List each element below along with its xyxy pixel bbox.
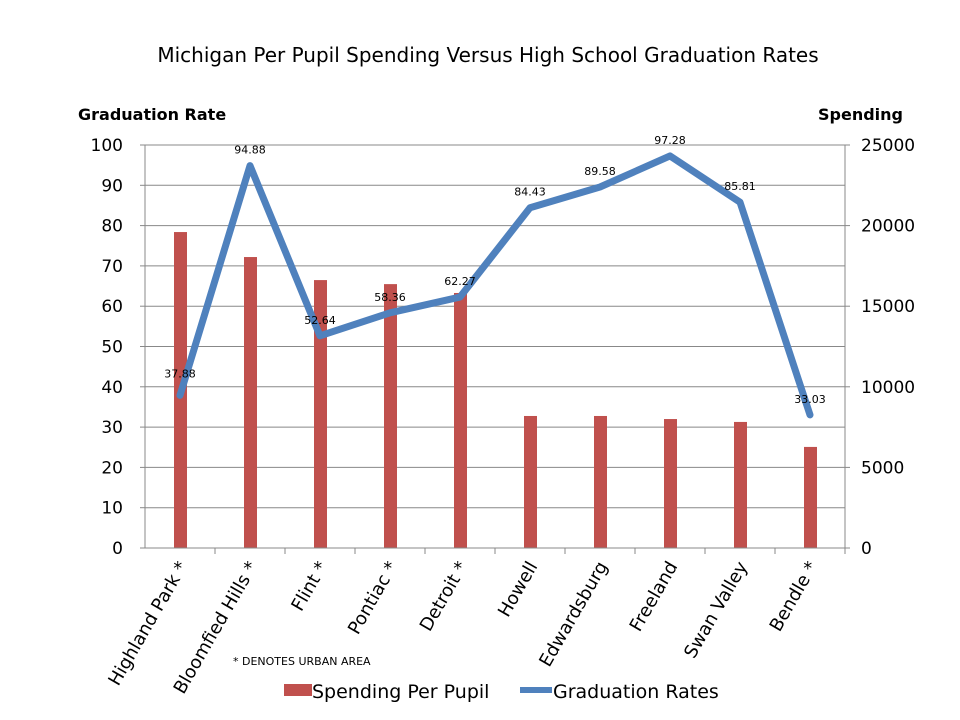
spending-bar [384, 284, 397, 548]
graduation-data-label: 85.81 [724, 180, 756, 193]
left-tick-label: 30 [101, 418, 123, 438]
graduation-point [177, 392, 183, 399]
spending-bar [734, 421, 747, 548]
right-tick-label: 25000 [861, 136, 915, 156]
graduation-point [807, 411, 813, 418]
chart-title: Michigan Per Pupil Spending Versus High … [157, 43, 818, 67]
left-tick-label: 90 [101, 176, 123, 196]
category-label: Edwardsburg [535, 558, 612, 671]
right-tick-label: 15000 [861, 297, 915, 317]
left-tick-label: 10 [101, 499, 123, 519]
legend-swatch-spending [284, 684, 312, 696]
category-label: Bendle * [766, 558, 823, 635]
spending-bar [454, 292, 467, 548]
graduation-data-label: 62.27 [444, 275, 476, 288]
left-axis-title: Graduation Rate [78, 105, 226, 124]
category-label: Swan Valley [680, 558, 752, 662]
left-tick-label: 40 [101, 378, 123, 398]
spending-bar [314, 280, 327, 548]
graduation-data-label: 58.36 [374, 291, 406, 304]
category-label: Freeland [626, 558, 683, 635]
graduation-data-label: 84.43 [514, 186, 546, 199]
urban-note: * DENOTES URBAN AREA [233, 655, 371, 668]
category-label: Howell [494, 558, 542, 621]
graduation-data-label: 89.58 [584, 165, 616, 178]
right-tick-label: 10000 [861, 378, 915, 398]
spending-bar [244, 257, 257, 548]
category-label: Flint * [287, 558, 332, 615]
left-tick-label: 70 [101, 257, 123, 277]
graduation-point [387, 309, 393, 316]
graduation-point [597, 183, 603, 190]
spending-bar [804, 446, 817, 548]
right-axis-title: Spending [818, 105, 903, 124]
left-tick-label: 80 [101, 217, 123, 237]
left-tick-label: 60 [101, 297, 123, 317]
graduation-point [667, 152, 673, 159]
right-tick-label: 5000 [861, 458, 904, 478]
spending-bar [594, 415, 607, 548]
graduation-data-label: 94.88 [234, 144, 266, 157]
left-tick-label: 100 [91, 136, 123, 156]
graduation-point [737, 199, 743, 206]
graduation-data-label: 37.88 [164, 367, 196, 380]
graduation-data-label: 52.64 [304, 314, 336, 327]
graduation-point [247, 162, 253, 169]
legend-label-spending[interactable]: Spending Per Pupil [312, 681, 489, 703]
graduation-line [176, 152, 814, 419]
left-tick-label: 50 [101, 338, 123, 358]
graduation-data-label: 97.28 [654, 134, 686, 147]
category-label: Detroit * [416, 558, 473, 635]
legend-label-graduation[interactable]: Graduation Rates [553, 681, 719, 703]
right-tick-label: 20000 [861, 217, 915, 237]
spending-bar [664, 419, 677, 548]
spending-bar [524, 415, 537, 548]
left-tick-label: 0 [112, 539, 123, 559]
category-label: Pontiac * [344, 558, 402, 638]
left-tick-label: 20 [101, 458, 123, 478]
graduation-data-label: 33.03 [794, 393, 826, 406]
graduation-point [457, 294, 463, 301]
graduation-point [527, 204, 533, 211]
right-tick-label: 0 [861, 539, 872, 559]
graduation-point [317, 332, 323, 339]
